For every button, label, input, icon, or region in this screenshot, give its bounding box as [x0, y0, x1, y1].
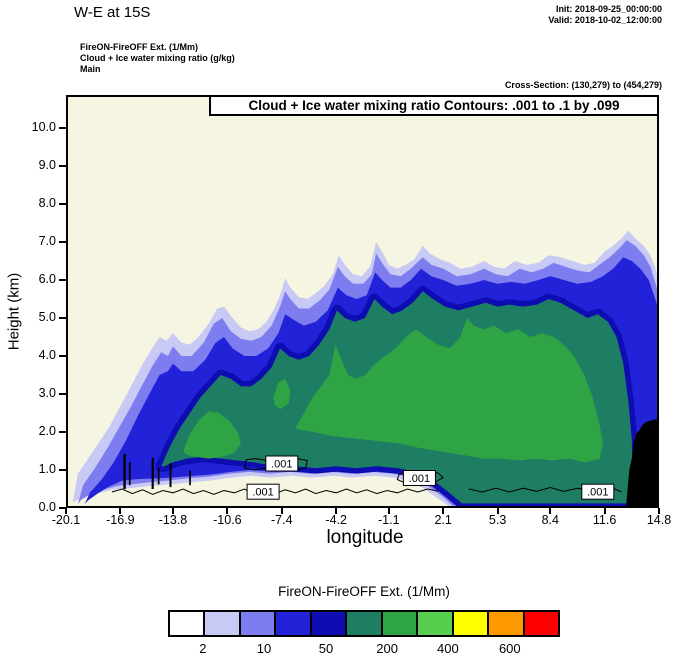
colorbar-tick-label: 200	[376, 641, 398, 656]
isoline-label: .001	[246, 483, 280, 500]
svg-text:.001: .001	[271, 459, 292, 471]
isoline-label: .001	[265, 455, 299, 472]
y-tick-label: 0.0	[38, 500, 56, 514]
y-tick	[59, 431, 66, 433]
isoline-label: .001	[581, 483, 615, 500]
plot-inner-title: Cloud + Ice water mixing ratio Contours:…	[209, 95, 659, 116]
y-tick	[59, 279, 66, 281]
x-tick	[226, 508, 229, 514]
valid-time: Valid: 2018-10-02_12:00:00	[548, 15, 662, 25]
init-time: Init: 2018-09-25_00:00:00	[555, 4, 662, 14]
x-tick	[549, 508, 552, 514]
cross-section-label: Cross-Section: (130,279) to (454,279)	[504, 80, 662, 90]
x-tick-label: 11.6	[592, 513, 617, 527]
terrain-spike	[189, 470, 191, 486]
x-tick	[172, 508, 174, 514]
x-tick	[442, 508, 445, 514]
x-tick-label: -10.6	[213, 513, 242, 527]
x-tick-label: -20.1	[51, 513, 81, 527]
y-tick-label: 10.0	[31, 120, 56, 135]
colorbar	[168, 610, 560, 637]
x-tick-label: 2.1	[434, 513, 452, 527]
x-axis-label: longitude	[326, 527, 404, 548]
y-axis-label: Height (km)	[5, 272, 23, 351]
colorbar-tick-label: 2	[199, 641, 207, 656]
colorbar-cell	[524, 612, 558, 635]
y-tick-label: 3.0	[38, 386, 56, 400]
terrain-spike	[128, 462, 131, 486]
field-line-extinction: FireON-FireOFF Ext. (1/Mm)	[80, 42, 199, 52]
x-tick-label: 8.4	[541, 513, 559, 527]
y-tick	[59, 469, 66, 471]
y-tick-label: 9.0	[38, 158, 56, 172]
contour-band-extinction-400-600-small	[273, 378, 291, 410]
svg-text:.001: .001	[587, 487, 608, 499]
init-valid-block: Init: 2018-09-25_00:00:00 Valid: 2018-10…	[430, 4, 662, 26]
field-line-domain: Main	[80, 64, 101, 74]
y-tick-label: 4.0	[38, 348, 56, 362]
terrain-spike	[151, 457, 154, 489]
y-tick-label: 1.0	[38, 462, 56, 476]
y-tick	[59, 355, 66, 357]
colorbar-tick-label: 400	[437, 641, 459, 656]
terrain-spike	[169, 463, 172, 488]
colorbar-cell	[311, 612, 348, 635]
x-tick-label: -1.1	[378, 513, 400, 527]
y-tick-label: 5.0	[38, 310, 56, 324]
svg-text:.001: .001	[409, 473, 430, 485]
y-tick	[59, 393, 66, 395]
colorbar-tick-label: 50	[318, 641, 334, 656]
x-tick	[496, 508, 499, 514]
y-tick	[59, 203, 66, 205]
y-tick-label: 2.0	[38, 424, 56, 438]
x-tick-label: -4.2	[325, 513, 347, 527]
y-tick-label: 8.0	[38, 196, 56, 210]
y-tick-label: 7.0	[38, 234, 56, 248]
x-tick	[280, 508, 283, 514]
x-tick-label: 14.8	[646, 513, 672, 527]
svg-text:.001: .001	[252, 487, 273, 499]
x-tick-label: -7.4	[271, 513, 293, 527]
x-tick	[119, 508, 122, 514]
isoline-label: .001	[402, 470, 436, 486]
field-description-block: FireON-FireOFF Ext. (1/Mm) Cloud + Ice w…	[80, 42, 235, 75]
x-tick	[387, 508, 390, 514]
y-tick	[59, 507, 66, 509]
colorbar-cell	[205, 612, 241, 635]
colorbar-tick-label: 600	[498, 641, 521, 656]
x-tick	[65, 508, 67, 514]
colorbar-cell	[453, 612, 490, 635]
colorbar-cell	[240, 612, 277, 635]
contour-plot: .001 .001 .001 .001	[66, 95, 659, 508]
x-tick-label: -16.9	[106, 513, 135, 527]
field-line-mixing-ratio: Cloud + Ice water mixing ratio (g/kg)	[80, 53, 235, 63]
colorbar-cell	[382, 612, 419, 635]
figure-title: W-E at 15S	[74, 4, 151, 21]
x-tick	[603, 508, 606, 514]
y-tick	[59, 165, 66, 167]
x-tick	[658, 508, 660, 514]
x-tick-label: 5.3	[488, 513, 507, 527]
colorbar-cell	[170, 612, 206, 635]
terrain-spike	[157, 468, 160, 485]
y-tick	[59, 127, 66, 130]
y-tick-label: 6.0	[38, 272, 56, 286]
colorbar-cell	[347, 612, 383, 635]
x-tick	[335, 508, 338, 514]
colorbar-cell	[489, 612, 525, 635]
terrain	[625, 419, 659, 508]
colorbar-tick-label: 10	[256, 641, 272, 656]
y-tick	[59, 241, 66, 243]
colorbar-cell	[418, 612, 454, 635]
x-tick-label: -13.8	[158, 513, 188, 527]
y-tick	[59, 317, 66, 319]
contour-band-extinction-400-600-main	[295, 318, 603, 463]
colorbar-title: FireON-FireOFF Ext. (1/Mm)	[278, 584, 450, 599]
colorbar-cell	[276, 612, 312, 635]
contour-band-extinction-400-600-west	[183, 411, 241, 459]
terrain-spike	[123, 454, 126, 489]
